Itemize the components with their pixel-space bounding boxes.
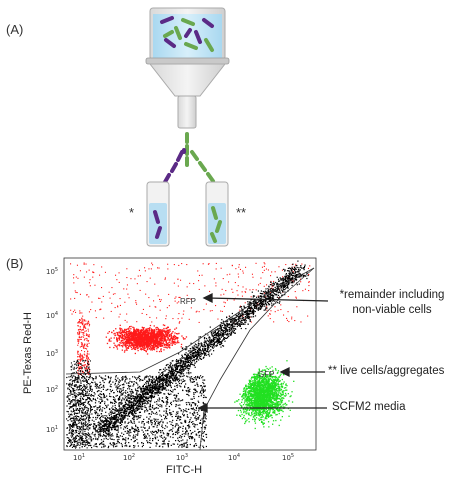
gfp-gate-line: [199, 267, 315, 451]
y-tick-3: 103: [46, 349, 58, 358]
x-axis-ticks: 101 102 103 104 105: [73, 453, 294, 462]
y-axis-ticks: 101 102 103 104 105: [46, 267, 58, 434]
panel-a-label: (A): [6, 22, 24, 37]
y-tick-1: 101: [46, 425, 58, 434]
left-tube-marker: *: [129, 205, 135, 220]
plot-frame: [63, 257, 317, 451]
y-tick-4: 104: [46, 311, 58, 320]
right-tube-marker: **: [236, 205, 247, 220]
eluate-stream: [182, 132, 189, 167]
live-cells-annotation: ** live cells/aggregates: [328, 365, 445, 377]
x-tick-5: 105: [282, 453, 294, 462]
panel-b-label: (B): [6, 256, 24, 271]
column-separation-diagram: [145, 7, 230, 247]
x-tick-1: 101: [73, 453, 85, 462]
y-tick-5: 105: [46, 267, 58, 276]
x-tick-3: 103: [176, 453, 188, 462]
x-tick-2: 102: [123, 453, 135, 462]
annotation-arrows: [197, 292, 329, 414]
x-tick-4: 104: [228, 453, 240, 462]
gfp-gate-label: GFP: [258, 370, 274, 379]
media-annotation: SCFM2 media: [332, 401, 406, 413]
rfp-gate-line: [65, 267, 315, 375]
remainder-annotation-line2: non-viable cells: [352, 304, 432, 316]
remainder-annotation-line1: *remainder including: [339, 289, 445, 301]
y-axis-title: PE-Texas Red-H: [22, 312, 34, 394]
rfp-gate-label: RFP: [180, 297, 196, 306]
x-axis-title: FITC-H: [166, 464, 203, 476]
left-collection-tube: [146, 181, 170, 247]
mixed-bacteria-in-column: [160, 16, 214, 52]
remainder-annotation: *remainder including non-viable cells: [328, 288, 456, 318]
right-collection-tube: [205, 181, 229, 247]
y-tick-2: 102: [46, 385, 58, 394]
event-dots: [66, 260, 311, 449]
